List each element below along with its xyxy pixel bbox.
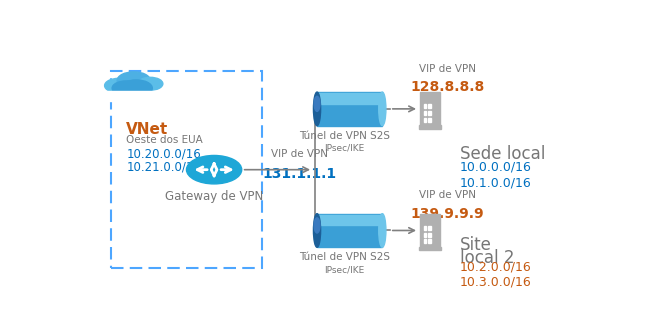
Text: 10.2.0.0/16: 10.2.0.0/16 — [460, 261, 532, 274]
Ellipse shape — [314, 96, 320, 112]
Bar — [428, 104, 430, 109]
Ellipse shape — [378, 92, 386, 126]
Circle shape — [104, 78, 133, 93]
Text: 128.8.8.8: 128.8.8.8 — [410, 80, 485, 94]
Bar — [317, 214, 382, 225]
Bar — [428, 239, 430, 243]
Text: VIP de VPN: VIP de VPN — [271, 149, 328, 159]
Bar — [421, 92, 439, 126]
Bar — [424, 111, 426, 115]
Bar — [424, 226, 426, 230]
Bar — [419, 247, 441, 250]
Text: Oeste dos EUA: Oeste dos EUA — [126, 135, 203, 145]
Bar — [317, 93, 382, 104]
Circle shape — [112, 81, 140, 95]
Bar — [111, 71, 262, 268]
Ellipse shape — [314, 92, 321, 126]
Text: VNet: VNet — [126, 122, 168, 137]
Text: 131.1.1.1: 131.1.1.1 — [262, 167, 336, 181]
Bar — [424, 118, 426, 122]
Bar — [424, 104, 426, 109]
Text: 10.1.0.0/16: 10.1.0.0/16 — [460, 176, 532, 189]
Bar — [424, 233, 426, 237]
Bar — [419, 125, 441, 129]
Text: 10.3.0.0/16: 10.3.0.0/16 — [460, 275, 532, 288]
Circle shape — [138, 77, 163, 90]
Circle shape — [120, 80, 152, 96]
Text: 10.20.0.0/16: 10.20.0.0/16 — [126, 148, 201, 161]
Text: Sede local: Sede local — [460, 145, 546, 163]
Text: Site: Site — [460, 236, 492, 254]
Circle shape — [117, 72, 150, 89]
Text: IPsec/IKE: IPsec/IKE — [325, 265, 365, 275]
Ellipse shape — [314, 214, 321, 247]
Text: Túnel de VPN S2S: Túnel de VPN S2S — [299, 252, 390, 262]
Text: Gateway de VPN: Gateway de VPN — [165, 191, 263, 203]
Text: Túnel de VPN S2S: Túnel de VPN S2S — [299, 131, 390, 141]
Text: 10.21.0.0/16: 10.21.0.0/16 — [126, 161, 201, 174]
Bar — [428, 118, 430, 122]
Bar — [421, 214, 439, 247]
Ellipse shape — [378, 214, 386, 247]
Bar — [428, 233, 430, 237]
Text: 139.9.9.9: 139.9.9.9 — [411, 207, 485, 221]
Text: 10.0.0.0/16: 10.0.0.0/16 — [460, 161, 532, 174]
Bar — [428, 111, 430, 115]
Text: IPsec/IKE: IPsec/IKE — [325, 144, 365, 153]
Circle shape — [187, 156, 242, 184]
Text: VIP de VPN: VIP de VPN — [419, 64, 476, 74]
Bar — [424, 239, 426, 243]
Bar — [317, 214, 382, 247]
Ellipse shape — [314, 218, 320, 233]
Bar — [98, 91, 169, 101]
Bar — [317, 92, 382, 126]
Text: VIP de VPN: VIP de VPN — [419, 191, 476, 200]
Text: local 2: local 2 — [460, 249, 515, 266]
Bar — [428, 226, 430, 230]
